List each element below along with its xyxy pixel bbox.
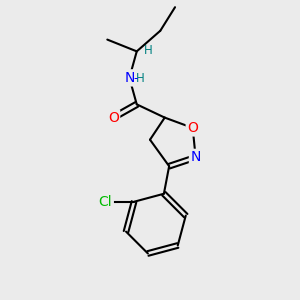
Text: O: O — [108, 111, 118, 124]
Text: Cl: Cl — [99, 195, 112, 209]
Text: H: H — [136, 72, 145, 85]
Text: N: N — [190, 150, 201, 164]
Text: H: H — [144, 44, 152, 57]
Text: O: O — [187, 121, 198, 135]
Text: -: - — [133, 72, 137, 85]
Text: N: N — [124, 71, 135, 85]
